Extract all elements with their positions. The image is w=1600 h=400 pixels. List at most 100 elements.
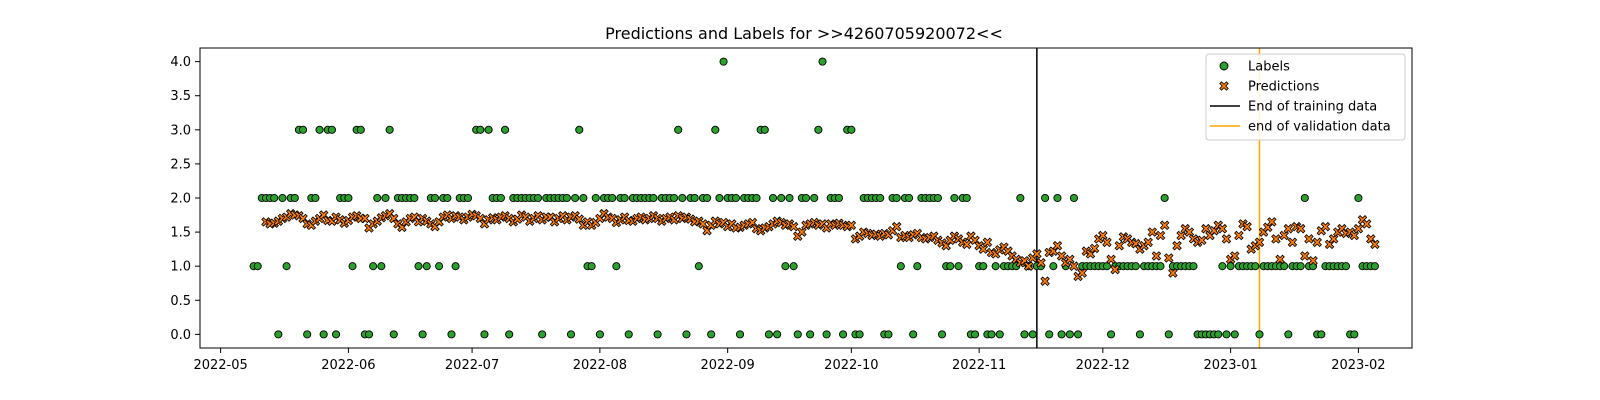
x-tick-label: 2022-10 xyxy=(824,358,878,373)
prediction-point xyxy=(1283,223,1294,234)
label-point xyxy=(505,330,514,339)
label-point xyxy=(777,193,786,203)
label-point xyxy=(303,330,312,339)
prediction-point xyxy=(1040,276,1050,286)
label-point xyxy=(839,330,848,339)
prediction-point xyxy=(1089,243,1100,254)
prediction-point xyxy=(1370,239,1380,250)
label-point xyxy=(290,193,299,203)
y-tick-label: 4.0 xyxy=(170,55,191,70)
prediction-point xyxy=(1349,230,1360,241)
legend-line-text: end of validation data xyxy=(1248,120,1391,135)
label-point xyxy=(369,262,378,271)
label-point xyxy=(575,125,584,134)
label-point xyxy=(752,193,761,203)
label-point xyxy=(612,262,621,271)
label-point xyxy=(649,193,658,203)
y-tick-label: 2.0 xyxy=(170,192,191,207)
label-point xyxy=(389,330,398,339)
label-point xyxy=(1317,330,1326,339)
label-point xyxy=(496,193,505,203)
label-point xyxy=(703,193,712,203)
prediction-point xyxy=(1271,234,1281,244)
prediction-point xyxy=(1052,240,1063,251)
label-point xyxy=(773,330,782,339)
label-point xyxy=(707,330,716,339)
label-point xyxy=(476,125,485,134)
x-tick-label: 2023-01 xyxy=(1203,358,1257,373)
label-point xyxy=(533,193,543,203)
x-tick-label: 2022-11 xyxy=(952,358,1006,373)
label-point xyxy=(253,262,262,271)
label-point xyxy=(674,125,683,134)
label-point xyxy=(344,193,353,203)
label-point xyxy=(1028,330,1037,339)
prediction-point xyxy=(1229,251,1240,261)
label-point xyxy=(781,262,790,271)
prediction-point xyxy=(1164,253,1174,263)
label-point xyxy=(1102,262,1111,271)
prediction-point xyxy=(1098,230,1108,241)
label-point xyxy=(995,330,1004,339)
label-point xyxy=(801,193,811,203)
y-tick-label: 0.0 xyxy=(170,328,191,343)
label-point xyxy=(1131,262,1140,271)
label-point xyxy=(731,193,740,203)
label-point xyxy=(682,330,691,339)
label-point xyxy=(435,262,444,271)
label-point xyxy=(587,262,596,271)
label-point xyxy=(715,193,724,203)
prediction-point xyxy=(1102,237,1112,248)
prediction-point xyxy=(1168,268,1178,278)
label-point xyxy=(970,330,980,339)
legend-box xyxy=(1205,53,1406,141)
label-point xyxy=(463,193,473,203)
label-point xyxy=(793,330,802,339)
label-point xyxy=(1354,193,1363,203)
label-point xyxy=(653,330,662,339)
label-point xyxy=(1226,262,1235,271)
x-tick-label: 2022-08 xyxy=(573,358,627,373)
label-point xyxy=(1160,193,1169,203)
prediction-point xyxy=(1279,230,1289,241)
prediction-point xyxy=(1295,223,1306,234)
label-point xyxy=(282,262,291,271)
label-point xyxy=(814,125,823,134)
label-point xyxy=(538,330,547,339)
label-point xyxy=(896,262,905,271)
legend-labels-text: Labels xyxy=(1248,60,1290,75)
label-point xyxy=(711,125,720,134)
plot-area-frame xyxy=(199,47,1413,349)
label-point xyxy=(810,193,819,203)
prediction-point xyxy=(1196,235,1207,246)
prediction-point xyxy=(698,219,708,229)
label-point xyxy=(1020,330,1029,339)
label-point xyxy=(847,125,856,134)
prediction-point xyxy=(1069,261,1079,271)
prediction-point xyxy=(1056,251,1067,261)
label-point xyxy=(418,330,427,339)
legend: Labels Predictions End of training data end… xyxy=(1205,53,1406,141)
label-point xyxy=(979,262,988,271)
label-point xyxy=(1189,262,1198,271)
prediction-point xyxy=(1217,223,1228,234)
prediction-point xyxy=(846,220,857,231)
label-point xyxy=(1156,262,1165,271)
y-tick-label: 3.5 xyxy=(170,89,191,104)
x-axis-ticks: 2022-05 2022-06 2022-07 2022-08 2022-09 2022-… xyxy=(193,348,1386,373)
label-point xyxy=(818,57,827,66)
labels-series xyxy=(249,57,1379,339)
label-point xyxy=(834,193,844,203)
prediction-point xyxy=(1234,230,1244,241)
label-point xyxy=(501,125,510,134)
x-tick-label: 2022-06 xyxy=(321,358,375,373)
prediction-point xyxy=(1143,237,1153,248)
prediction-point xyxy=(1353,223,1364,234)
label-point xyxy=(270,193,279,203)
label-point xyxy=(381,193,390,203)
prediction-point xyxy=(1201,223,1211,234)
label-point xyxy=(484,125,493,134)
label-point xyxy=(1222,330,1231,339)
